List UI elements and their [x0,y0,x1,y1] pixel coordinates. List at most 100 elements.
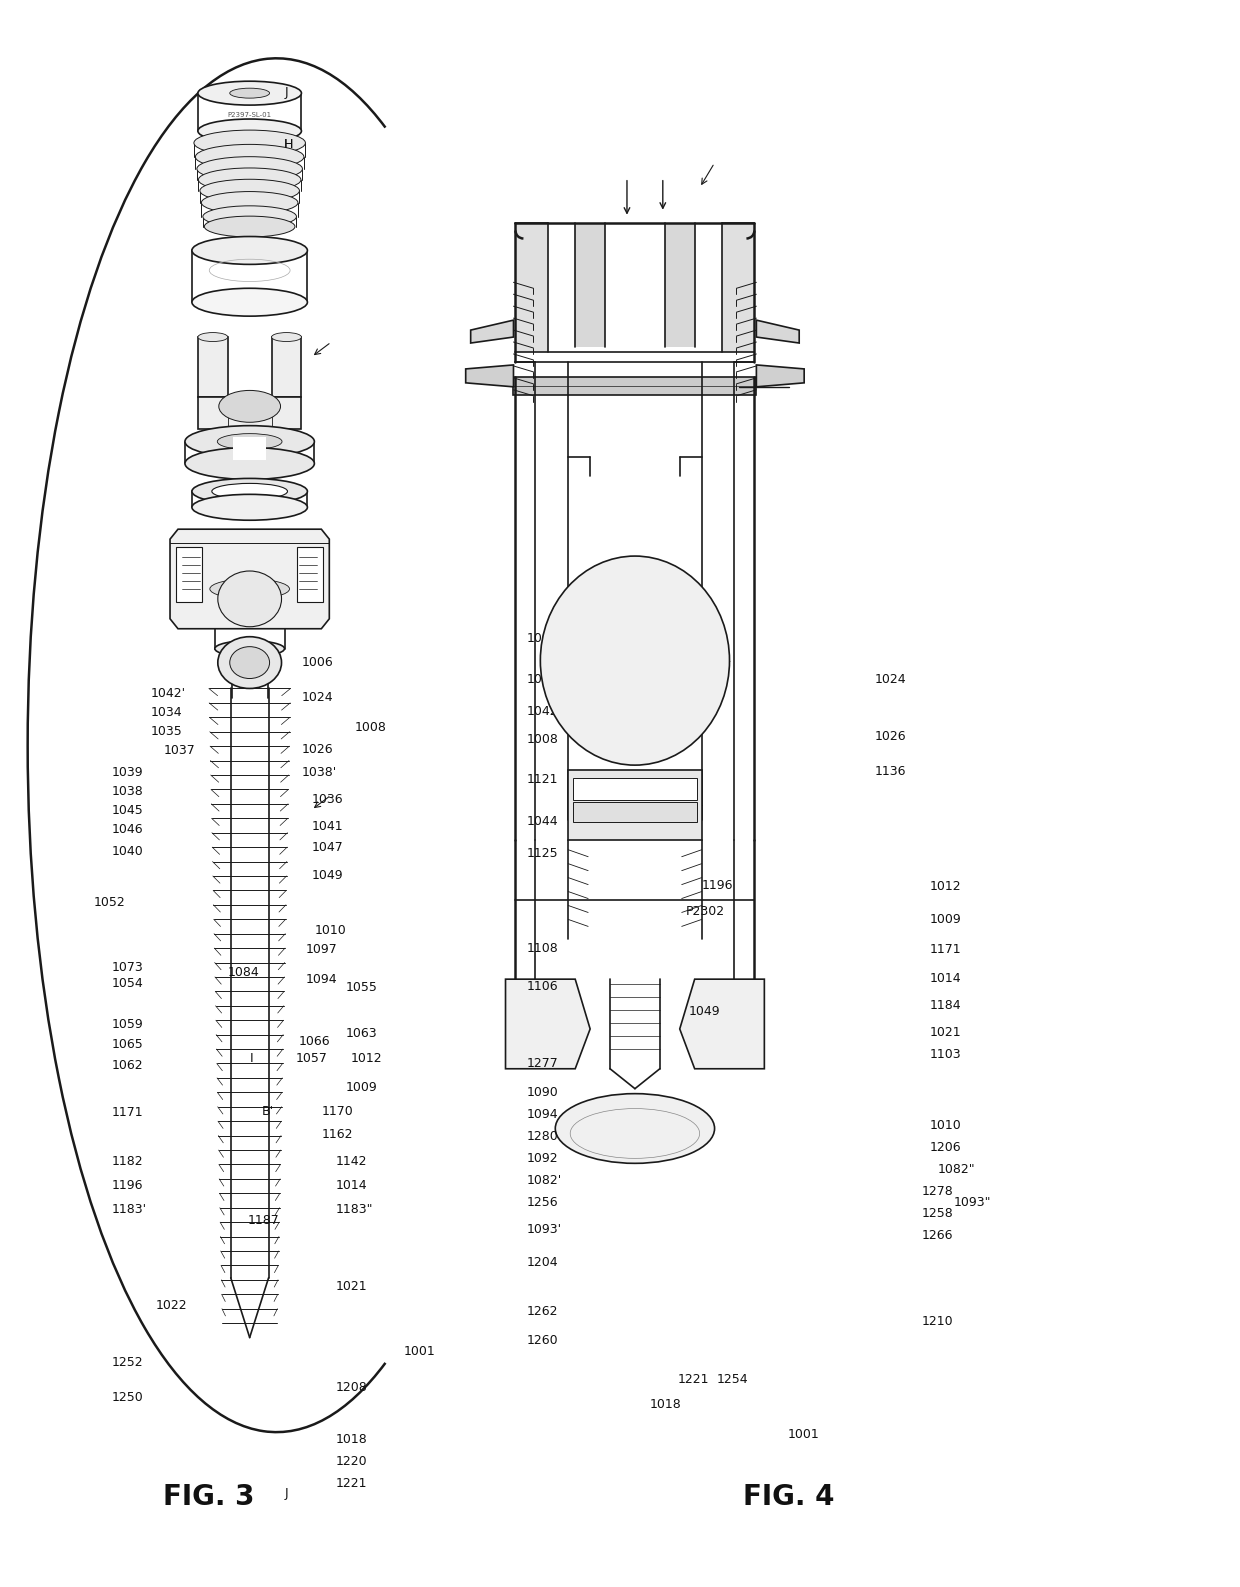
Bar [176,548,202,601]
Ellipse shape [196,144,304,170]
Text: 1082": 1082" [937,1163,975,1176]
Text: 1049: 1049 [311,870,343,882]
Text: 1018: 1018 [336,1433,368,1446]
Text: 1006: 1006 [301,655,334,668]
Text: FIG. 3: FIG. 3 [164,1482,254,1511]
Text: 1038: 1038 [112,786,143,798]
Text: H: H [284,138,294,151]
Text: 1278: 1278 [921,1185,954,1198]
Ellipse shape [192,478,308,505]
Text: 1254: 1254 [717,1373,748,1385]
Text: 1183": 1183" [336,1203,373,1216]
Text: 1021: 1021 [930,1025,961,1038]
Text: 1162: 1162 [321,1128,352,1141]
Text: 1057: 1057 [295,1052,327,1065]
Text: 1009: 1009 [930,914,961,927]
Polygon shape [198,397,301,428]
Text: 1094: 1094 [526,1108,558,1120]
Text: 1036: 1036 [311,794,343,806]
Text: J: J [284,86,288,98]
Ellipse shape [192,494,308,521]
Text: 1094: 1094 [305,973,337,987]
Polygon shape [466,365,513,387]
Text: 1006: 1006 [526,632,558,646]
Text: 1037: 1037 [164,744,195,757]
Text: 1184: 1184 [930,998,961,1011]
Text: P2302: P2302 [619,784,651,794]
Text: 1204: 1204 [526,1257,558,1270]
Ellipse shape [218,390,280,422]
Text: 1010: 1010 [930,1119,961,1132]
Text: 1171: 1171 [930,943,961,957]
Text: J: J [284,1487,288,1500]
Text: 1258: 1258 [921,1208,954,1220]
Text: 1082': 1082' [526,1174,562,1187]
Bar [233,436,265,460]
Text: FIG. 4: FIG. 4 [744,1482,835,1511]
Text: 1266: 1266 [921,1230,952,1243]
Text: 1280: 1280 [526,1130,558,1143]
Text: 1092: 1092 [526,1152,558,1165]
Text: I: I [249,1052,253,1065]
Text: 1012: 1012 [930,881,961,893]
Ellipse shape [218,636,281,689]
Text: 1196: 1196 [702,879,733,892]
Polygon shape [198,336,228,397]
Text: 1262: 1262 [526,1305,558,1319]
Text: 1026: 1026 [301,743,334,755]
Ellipse shape [210,579,289,598]
Bar [573,801,697,822]
Ellipse shape [198,81,301,105]
Text: 1045: 1045 [112,805,143,817]
Text: 1047: 1047 [311,841,343,854]
Bar [513,376,756,395]
Text: B': B' [254,448,264,457]
Text: 1059: 1059 [112,1017,143,1030]
Text: P2397-SL-01: P2397-SL-01 [228,113,272,117]
Ellipse shape [193,130,305,156]
Text: 1055: 1055 [346,981,378,995]
Text: 1121: 1121 [526,773,558,786]
Text: 1106: 1106 [526,979,558,993]
Ellipse shape [198,168,301,192]
Text: 1001: 1001 [404,1344,435,1358]
Text: 1084: 1084 [227,965,259,979]
Ellipse shape [229,89,269,98]
Text: B': B' [262,1105,274,1117]
Ellipse shape [192,289,308,316]
Text: 1024: 1024 [301,690,334,703]
Bar [665,222,694,348]
Ellipse shape [272,333,301,341]
Text: 1024: 1024 [874,673,906,686]
Text: I: I [243,501,247,511]
Ellipse shape [217,433,281,449]
Text: 1171: 1171 [112,1106,143,1119]
Text: 1063: 1063 [346,1027,377,1039]
Ellipse shape [185,448,315,479]
Text: 1108: 1108 [526,941,558,955]
Text: 1009: 1009 [346,1081,378,1093]
Text: 1026: 1026 [874,730,906,743]
Text: 1277: 1277 [526,1057,558,1070]
Text: 1183': 1183' [112,1203,146,1216]
Text: 1221: 1221 [336,1477,367,1490]
Text: 1042': 1042' [151,687,186,700]
Text: 1093': 1093' [526,1224,562,1236]
Polygon shape [170,528,330,628]
Text: 1073: 1073 [112,960,143,974]
Text: 1044: 1044 [526,816,558,828]
Text: 1010: 1010 [315,925,347,938]
Text: 1034: 1034 [151,706,182,719]
Ellipse shape [197,157,303,181]
Bar [575,222,605,348]
Text: 1066: 1066 [299,1035,331,1047]
Text: 1182: 1182 [112,1155,143,1168]
Text: 1014: 1014 [930,971,961,986]
Text: H: H [284,138,294,151]
Ellipse shape [541,555,729,765]
Ellipse shape [205,216,295,236]
Text: 1221: 1221 [678,1373,709,1385]
Text: 1004: 1004 [526,673,558,686]
Ellipse shape [201,192,298,214]
Text: 1090: 1090 [526,1086,558,1098]
